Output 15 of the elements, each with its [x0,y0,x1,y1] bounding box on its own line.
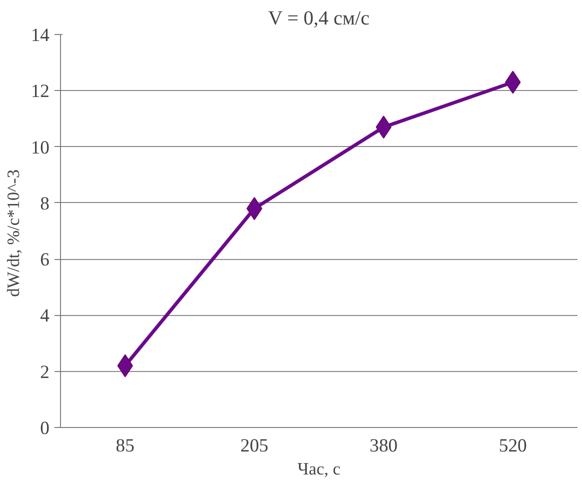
y-tick-label: 4 [40,306,50,327]
x-tick-label: 520 [498,436,527,456]
x-tick-label: 85 [116,436,134,456]
y-tick-label: 6 [40,250,50,271]
chart-title: V = 0,4 см/с [268,8,370,30]
y-tick-label: 0 [40,418,50,439]
y-tick-label: 2 [40,362,50,383]
y-tick-label: 14 [30,25,50,46]
y-tick-label: 12 [30,81,50,102]
y-tick-label: 10 [30,137,50,158]
y-axis-title: dW/dt, %/с*10^-3 [4,169,23,297]
x-tick-label: 380 [370,436,398,456]
x-tick-label: 205 [240,436,268,456]
x-axis-title: Час, с [298,460,341,478]
y-tick-label: 8 [40,193,50,214]
